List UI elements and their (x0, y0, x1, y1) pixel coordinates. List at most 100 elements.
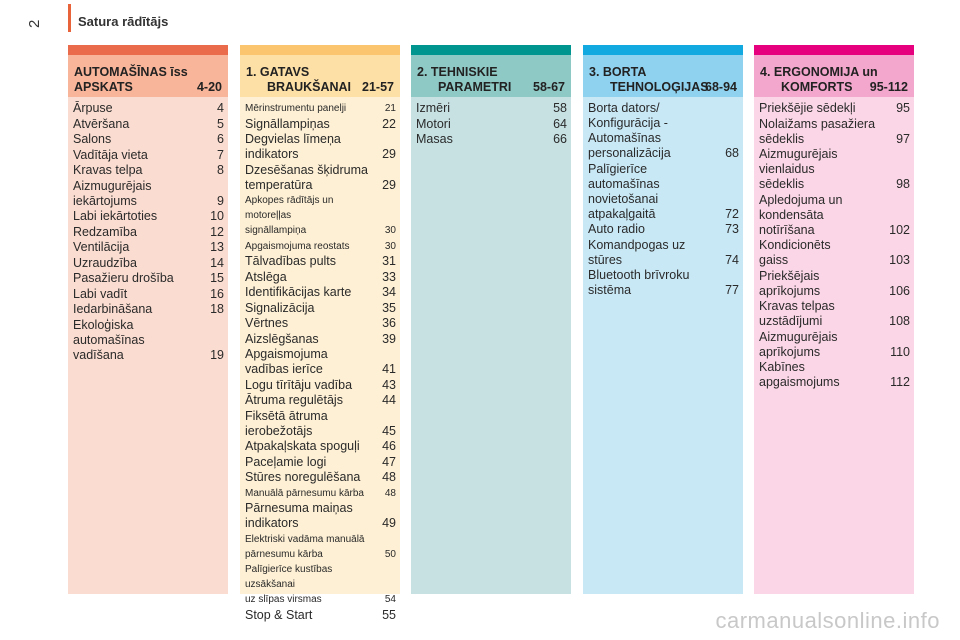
toc-entry-title: Logu tīrītāju vadība (245, 377, 353, 392)
toc-entry[interactable]: Atpakaļskata spoguļi 46 (245, 439, 396, 454)
toc-entry[interactable]: Ekoloģiska automašīnas vadīšana 19 (73, 318, 224, 363)
toc-entry[interactable]: Kondicionēts gaiss 103 (759, 238, 910, 268)
toc-entry[interactable]: Aizmugurējais iekārtojums 9 (73, 179, 224, 209)
toc-entry[interactable]: Dzesēšanas šķidruma temperatūra 29 (245, 163, 396, 193)
column-heading[interactable]: 3. BORTA TEHNOLOĢIJAS 68-94 (583, 55, 743, 97)
toc-entry-title: Labi vadīt (73, 286, 128, 301)
toc-entry[interactable]: Motori 64 (416, 117, 567, 132)
toc-entry-title: Stop & Start (245, 607, 313, 622)
toc-entry-page: 35 (382, 300, 396, 315)
toc-entry-title: Vērtnes (245, 316, 289, 330)
toc-entry[interactable]: Apgaismojuma reostats 30 (245, 239, 396, 254)
toc-entry-title: Apledojuma un kondensāta notīrīšana (759, 192, 843, 237)
column-entries: Mērinstrumentu panelji 21 Signāllampiņas 22… (240, 97, 400, 622)
toc-entry[interactable]: Ātruma regulētājs 44 (245, 393, 396, 408)
toc-entry-page: 112 (890, 375, 910, 389)
toc-entry[interactable]: Borta dators/ Konfigurācija - Automašīna… (588, 101, 739, 161)
column-color-strip (583, 45, 743, 55)
toc-entry[interactable]: Elektriski vadāma manuālā pārnesumu kārb… (245, 532, 396, 562)
toc-entry-page: 9 (217, 193, 224, 208)
toc-column-automasinas: AUTOMAŠĪNAS īss APSKATS 4-20 Ārpuse 4 Atvērša… (68, 45, 228, 594)
toc-entry[interactable]: Uzraudzība 14 (73, 256, 224, 271)
toc-entry-title: Signāllampiņas (245, 116, 330, 131)
toc-entry-page: 43 (382, 377, 396, 392)
toc-entry[interactable]: Atvēršana 5 (73, 117, 224, 132)
toc-entry[interactable]: Pārnesuma maiņas indikators 49 (245, 501, 396, 531)
toc-entry[interactable]: Stūres noregulēšana 48 (245, 470, 396, 485)
toc-entry-title: Aizslēgšanas (245, 331, 319, 346)
toc-entry[interactable]: Apkopes rādītājs un motoreļļas signāllam… (245, 193, 396, 238)
toc-entry[interactable]: Palīgierīce kustības uzsākšanai uz slīpa… (245, 562, 396, 607)
toc-entry[interactable]: Signalizācija 35 (245, 301, 396, 316)
toc-entry-page: 6 (217, 132, 224, 146)
toc-entry-title: Identifikācijas karte (245, 285, 352, 299)
toc-entry[interactable]: Labi iekārtoties 10 (73, 209, 224, 224)
heading-page-range: 68-94 (705, 80, 737, 94)
toc-entry[interactable]: Priekšējais aprīkojums 106 (759, 269, 910, 299)
toc-entry-page: 30 (384, 225, 396, 236)
toc-entry[interactable]: Atslēga 33 (245, 270, 396, 285)
toc-entry-title: Masas (416, 132, 453, 146)
toc-entry[interactable]: Kravas telpa 8 (73, 163, 224, 178)
column-heading[interactable]: 2. TEHNISKIE PARAMETRI 58-67 (411, 55, 571, 97)
toc-entry-page: 66 (553, 132, 567, 146)
toc-entry-page: 15 (210, 271, 224, 285)
toc-entry[interactable]: Salons 6 (73, 132, 224, 147)
toc-column-gatavs: 1. GATAVS BRAUKŠANAI 21-57 Mērinstrumentu p… (240, 45, 400, 622)
toc-entry[interactable]: Auto radio 73 (588, 222, 739, 237)
toc-entry[interactable]: Ārpuse 4 (73, 101, 224, 116)
toc-entry[interactable]: Bluetooth brīvroku sistēma 77 (588, 268, 739, 298)
toc-entry[interactable]: Aizmugurējais aprīkojums 110 (759, 330, 910, 360)
toc-entry[interactable]: Nolaižams pasažiera sēdeklis 97 (759, 117, 910, 147)
toc-entry[interactable]: Apgaismojuma vadības ierīce 41 (245, 347, 396, 377)
toc-entry[interactable]: Paceļamie logi 47 (245, 455, 396, 470)
toc-entry[interactable]: Pasažieru drošība 15 (73, 271, 224, 286)
toc-entry[interactable]: Signāllampiņas 22 (245, 117, 396, 132)
toc-entry[interactable]: Redzamība 12 (73, 225, 224, 240)
toc-entry-page: 21 (384, 103, 396, 114)
toc-entry-title: Kabīnes apgaismojums (759, 360, 840, 389)
toc-entry[interactable]: Fiksētā ātruma ierobežotājs 45 (245, 409, 396, 439)
toc-entry-title: Tālvadības pults (245, 254, 337, 268)
toc-entry[interactable]: Aizmugurējais vienlaidus sēdeklis 98 (759, 147, 910, 192)
toc-entry[interactable]: Masas 66 (416, 132, 567, 147)
toc-entry[interactable]: Tālvadības pults 31 (245, 254, 396, 269)
toc-entry[interactable]: Logu tīrītāju vadība 43 (245, 378, 396, 393)
toc-entry[interactable]: Apledojuma un kondensāta notīrīšana 102 (759, 193, 910, 238)
toc-entry[interactable]: Komandpogas uz stūres 74 (588, 238, 739, 268)
toc-entry-page: 72 (725, 206, 739, 221)
toc-entry-page: 46 (382, 439, 396, 453)
column-color-strip (68, 45, 228, 55)
toc-entry-title: Komandpogas uz stūres (588, 237, 686, 267)
toc-column-ergonomija: 4. ERGONOMIJA un KOMFORTS 95-112 Priekšējie… (754, 45, 914, 594)
toc-entry[interactable]: Ventilācija 13 (73, 240, 224, 255)
column-heading[interactable]: 4. ERGONOMIJA un KOMFORTS 95-112 (754, 55, 914, 97)
toc-entry[interactable]: Stop & Start 55 (245, 608, 396, 623)
toc-entry[interactable]: Mērinstrumentu panelji 21 (245, 101, 396, 116)
toc-entry[interactable]: Priekšējie sēdekļi 95 (759, 101, 910, 116)
toc-entry-page: 97 (896, 131, 910, 146)
toc-entry-title: Apgaismojuma vadības ierīce (245, 347, 328, 376)
toc-entry[interactable]: Palīgierīce automašīnas novietošanai atp… (588, 162, 739, 222)
toc-entry-page: 74 (725, 252, 739, 267)
toc-entry[interactable]: Iedarbināšana 18 (73, 302, 224, 317)
toc-entry[interactable]: Izmēri 58 (416, 101, 567, 116)
toc-entry[interactable]: Aizslēgšanas 39 (245, 332, 396, 347)
column-heading[interactable]: 1. GATAVS BRAUKŠANAI 21-57 (240, 55, 400, 97)
toc-entry-title: Atpakaļskata spoguļi (245, 439, 360, 453)
toc-entry[interactable]: Labi vadīt 16 (73, 287, 224, 302)
toc-entry[interactable]: Identifikācijas karte 34 (245, 285, 396, 300)
column-heading[interactable]: AUTOMAŠĪNAS īss APSKATS 4-20 (68, 55, 228, 97)
heading-line-2: PARAMETRI (438, 80, 512, 94)
toc-entry-title: Ārpuse (73, 101, 113, 115)
toc-entry-title: Paceļamie logi (245, 454, 327, 469)
toc-entry-title: Mērinstrumentu panelji (245, 103, 347, 114)
toc-entry[interactable]: Kravas telpas uzstādījumi 108 (759, 299, 910, 329)
toc-entry-title: Manuālā pārnesumu kārba (245, 487, 364, 499)
toc-entry[interactable]: Degvielas līmeņa indikators 29 (245, 132, 396, 162)
toc-entry[interactable]: Manuālā pārnesumu kārba 48 (245, 486, 396, 501)
toc-entry-page: 45 (382, 423, 396, 438)
toc-entry[interactable]: Vērtnes 36 (245, 316, 396, 331)
toc-entry[interactable]: Vadītāja vieta 7 (73, 148, 224, 163)
toc-entry[interactable]: Kabīnes apgaismojums 112 (759, 360, 910, 390)
